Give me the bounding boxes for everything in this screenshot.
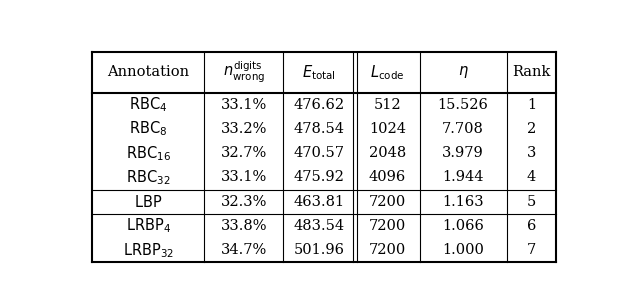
Text: 501.96: 501.96 [294,243,345,257]
Text: 1.163: 1.163 [442,195,484,209]
Text: $\mathrm{LRBP}_{32}$: $\mathrm{LRBP}_{32}$ [123,241,174,260]
Text: 470.57: 470.57 [294,146,345,160]
Text: 1.944: 1.944 [442,170,484,184]
Text: Annotation: Annotation [107,65,189,80]
Text: 33.2%: 33.2% [221,122,267,136]
Text: $\mathrm{LRBP}_4$: $\mathrm{LRBP}_4$ [125,217,171,235]
Text: Rank: Rank [512,65,550,80]
Text: 33.8%: 33.8% [220,219,267,233]
Text: 2: 2 [527,122,536,136]
Text: $n_{\mathrm{wrong}}^{\mathrm{digits}}$: $n_{\mathrm{wrong}}^{\mathrm{digits}}$ [223,60,265,85]
Text: $L_{\mathrm{code}}$: $L_{\mathrm{code}}$ [371,63,404,82]
Text: 1.066: 1.066 [442,219,484,233]
Text: 32.3%: 32.3% [221,195,267,209]
Text: $\mathrm{RBC}_4$: $\mathrm{RBC}_4$ [129,95,168,114]
Text: 475.92: 475.92 [294,170,345,184]
Text: 463.81: 463.81 [294,195,345,209]
Text: $E_{\mathrm{total}}$: $E_{\mathrm{total}}$ [303,63,336,82]
Text: 7200: 7200 [369,219,406,233]
Text: 7: 7 [527,243,536,257]
Text: 3: 3 [527,146,536,160]
Text: 34.7%: 34.7% [221,243,267,257]
Text: 5: 5 [527,195,536,209]
Text: 7.708: 7.708 [442,122,484,136]
Text: 478.54: 478.54 [294,122,345,136]
Text: 7200: 7200 [369,243,406,257]
Text: 33.1%: 33.1% [221,170,267,184]
Text: 7200: 7200 [369,195,406,209]
Text: 3.979: 3.979 [442,146,484,160]
Text: $\eta$: $\eta$ [458,64,468,80]
Text: 32.7%: 32.7% [221,146,267,160]
Text: $\mathrm{RBC}_8$: $\mathrm{RBC}_8$ [129,120,168,138]
Text: 1.000: 1.000 [442,243,484,257]
Text: 512: 512 [374,98,401,112]
Text: 1024: 1024 [369,122,406,136]
Text: $\mathrm{RBC}_{32}$: $\mathrm{RBC}_{32}$ [126,168,170,187]
Text: 4: 4 [527,170,536,184]
Text: $\mathrm{LBP}$: $\mathrm{LBP}$ [134,194,163,210]
Text: 33.1%: 33.1% [221,98,267,112]
Text: 4096: 4096 [369,170,406,184]
Text: $\mathrm{RBC}_{16}$: $\mathrm{RBC}_{16}$ [125,144,171,163]
Text: 1: 1 [527,98,536,112]
Text: 6: 6 [527,219,536,233]
Text: 2048: 2048 [369,146,406,160]
Text: 483.54: 483.54 [294,219,345,233]
Text: 15.526: 15.526 [438,98,488,112]
Text: 476.62: 476.62 [294,98,345,112]
